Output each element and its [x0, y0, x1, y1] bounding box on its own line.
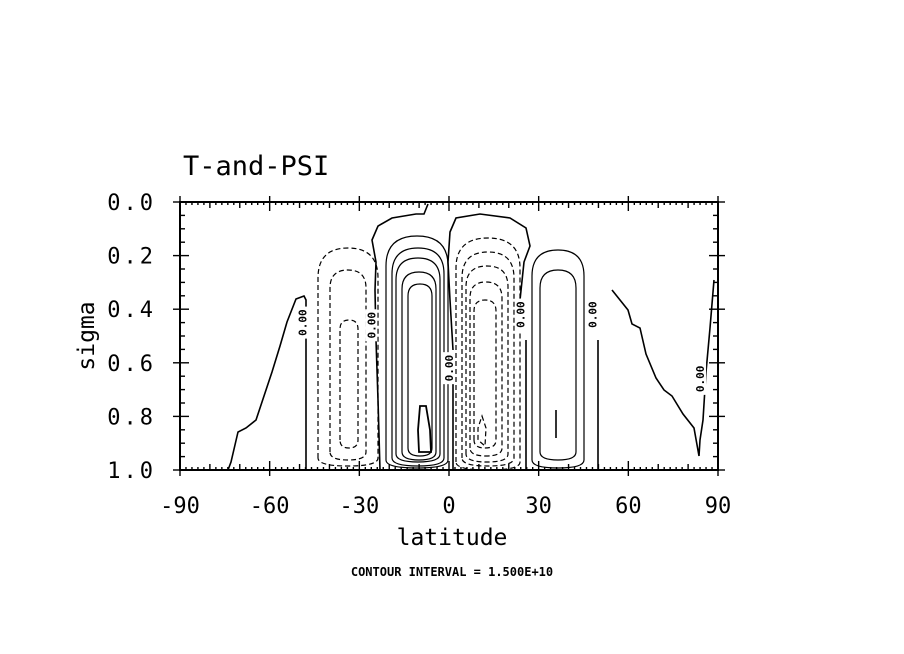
- y-tick-label: 0.4: [107, 298, 156, 323]
- contour-label: 0.00: [515, 301, 528, 328]
- negative-contour: [317, 247, 379, 467]
- chart-title: T-and-PSI: [183, 151, 329, 182]
- contour-interval-note: CONTOUR INTERVAL = 1.500E+10: [351, 565, 553, 579]
- positive-contour: [407, 283, 433, 457]
- negative-contour: [461, 251, 515, 467]
- positive-contour: [391, 247, 445, 467]
- axis-ticks: [173, 196, 725, 476]
- negative-contour: [339, 319, 359, 449]
- x-tick-label: -60: [250, 494, 290, 519]
- y-tick-label: 1.0: [107, 459, 156, 484]
- negative-contour: [469, 281, 503, 457]
- positive-contour: [531, 249, 585, 469]
- positive-contour: [385, 235, 449, 469]
- x-tick-label: 0: [442, 494, 455, 519]
- positive-contour: [611, 279, 715, 457]
- x-tick-label: 60: [615, 494, 642, 519]
- contour-label: 0.00: [443, 355, 456, 382]
- positive-contour: [401, 271, 437, 461]
- negative-contour: [477, 414, 487, 448]
- y-tick-label: 0.0: [107, 191, 156, 216]
- x-axis-label: latitude: [397, 525, 508, 551]
- contour-label-bg: [586, 298, 599, 331]
- tick-labels: -90 -60 -30 0 30 60 90 0.0 0.2 0.4 0.6 0.8 1.0: [107, 191, 731, 519]
- contour-label-bg: [365, 309, 378, 342]
- contour-label-bg: [694, 362, 707, 395]
- positive-contour: [371, 203, 429, 471]
- negative-contour: [329, 269, 367, 461]
- positive-contour: [539, 269, 577, 461]
- contour-label: 0.00: [365, 312, 378, 339]
- positive-contour: [227, 294, 307, 471]
- contour-lines: [227, 203, 715, 471]
- y-tick-label: 0.2: [107, 245, 156, 270]
- y-tick-label: 0.8: [107, 405, 156, 430]
- x-tick-label: -90: [160, 494, 200, 519]
- contour-label: 0.00: [586, 301, 599, 328]
- y-tick-label: 0.6: [107, 352, 156, 377]
- x-tick-label: 90: [705, 494, 732, 519]
- contour-label-bg: [296, 306, 309, 339]
- x-tick-label: -30: [339, 494, 379, 519]
- positive-contour: [395, 257, 441, 463]
- contour-labels: 0.00 0.00 0.00 0.00 0.00 0.00: [296, 298, 707, 395]
- positive-contour: [417, 405, 432, 453]
- contour-label: 0.00: [694, 366, 707, 393]
- contour-label-bg: [443, 352, 455, 385]
- contour-label: 0.00: [297, 309, 310, 336]
- y-axis-label: sigma: [74, 301, 100, 370]
- x-tick-label: 30: [525, 494, 552, 519]
- negative-contour: [465, 265, 509, 463]
- positive-contour: [447, 213, 531, 351]
- contour-label-bg: [514, 298, 527, 331]
- negative-contour: [473, 299, 497, 449]
